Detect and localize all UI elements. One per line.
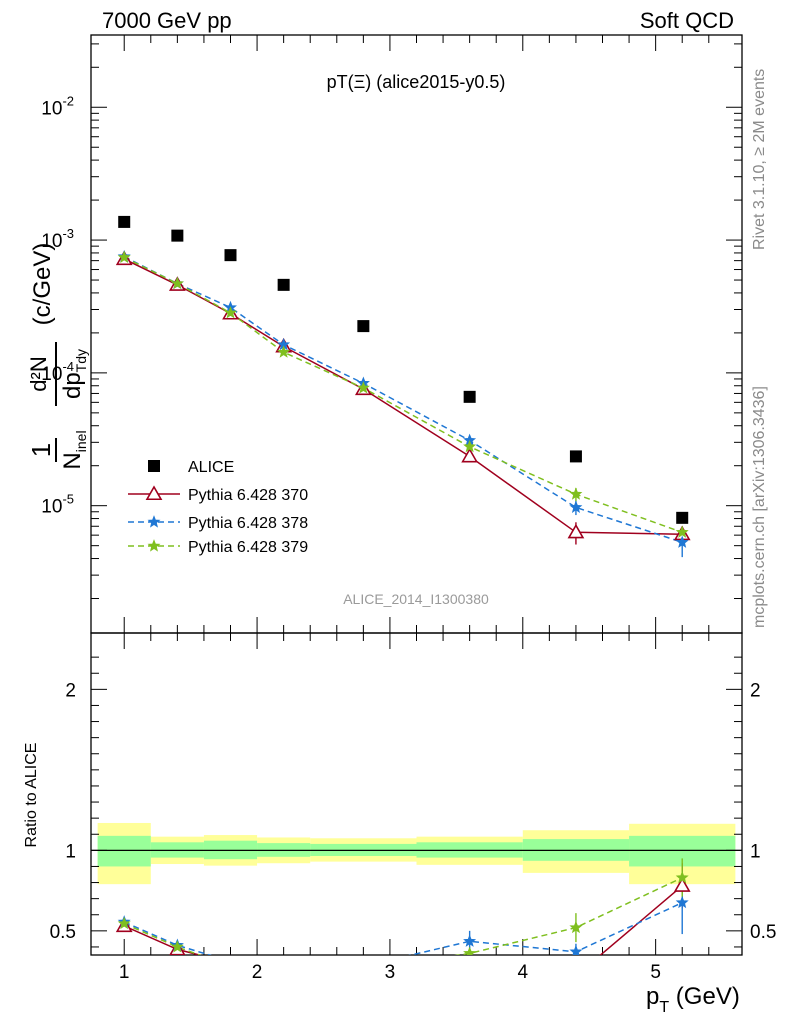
series-line — [123, 258, 683, 535]
svg-text:dpTdy: dpTdy — [59, 349, 89, 399]
svg-text:1: 1 — [26, 443, 56, 457]
data-point — [461, 447, 479, 463]
series-line — [123, 256, 683, 534]
uncertainty-band-inner — [97, 835, 151, 867]
rivet-version-label: Rivet 3.1.10, ≥ 2M events — [751, 69, 768, 250]
ratio-data-point — [673, 877, 691, 892]
ratio-data-point — [569, 944, 583, 955]
x-tick-label: 4 — [517, 962, 528, 983]
ratio-data-point — [569, 969, 583, 981]
data-point — [676, 511, 689, 524]
data-point — [117, 250, 131, 263]
ratio-data-point — [170, 940, 184, 953]
ratio-data-point — [278, 970, 289, 981]
ratio-data-point — [277, 966, 291, 978]
ratio-series-line — [123, 885, 683, 955]
x-axis-label: pT (GeV) — [646, 983, 740, 1016]
ratio-series-line — [123, 902, 683, 955]
data-point — [569, 500, 583, 513]
svg-text:pT (GeV): pT (GeV) — [646, 983, 740, 1016]
y-tick-label-right: 1 — [750, 841, 761, 862]
ratio-series-line — [123, 877, 683, 955]
mcplots-label: mcplots.cern.ch [arXiv:1306.3436] — [751, 386, 768, 628]
header-right-label: Soft QCD — [640, 8, 734, 33]
y-tick-label: 1 — [65, 841, 76, 862]
ratio-data-point — [463, 934, 477, 947]
legend-label: Pythia 6.428 378 — [188, 515, 308, 532]
data-point — [569, 487, 583, 500]
legend-label: Pythia 6.428 370 — [188, 487, 308, 504]
data-point — [170, 276, 184, 290]
x-tick-label: 3 — [385, 962, 396, 983]
data-point — [357, 320, 370, 333]
plot-title: pT(Ξ) (alice2015-y0.5) — [327, 72, 506, 92]
data-point — [118, 215, 131, 228]
ratio-data-point — [675, 870, 689, 884]
data-point — [463, 439, 477, 453]
legend: ALICE Pythia 6.428 370 Pythia 6.428 378 Pyt… — [128, 459, 308, 556]
ratio-data-point — [358, 964, 369, 975]
ratio-data-point — [225, 960, 236, 971]
main-plot-panel: 10-510-410-310-2 pT(Ξ) (alice2015-y0.5) … — [41, 34, 743, 634]
data-point — [356, 381, 370, 394]
x-tick-label: 2 — [252, 962, 263, 983]
legend-marker — [148, 460, 160, 472]
header-left-label: 7000 GeV pp — [102, 8, 232, 33]
data-point — [567, 523, 585, 539]
ratio-data-point — [569, 920, 583, 934]
ratio-data-point — [117, 916, 131, 930]
y-tick-label: 0.5 — [50, 922, 76, 943]
ratio-data-point — [675, 895, 689, 909]
legend-marker — [145, 485, 163, 501]
data-point — [675, 525, 689, 538]
data-point — [224, 306, 237, 319]
watermark-label: ALICE_2014_I1300380 — [343, 591, 489, 607]
y-tick-label: 10-5 — [41, 492, 74, 518]
x-tick-label: 5 — [650, 962, 661, 983]
data-point — [277, 345, 291, 358]
y-tick-label: 10-2 — [41, 93, 74, 119]
svg-text:d²N: d²N — [26, 356, 51, 391]
ratio-data-point — [358, 960, 369, 971]
data-point — [463, 390, 476, 403]
ratio-plot-panel: 0.5 0.5 1 1 2 2 1 2 3 4 5 — [50, 632, 776, 992]
data-point — [569, 450, 582, 463]
svg-text:Ninel: Ninel — [59, 430, 89, 469]
y-tick-label: 2 — [65, 680, 76, 701]
data-point — [171, 229, 184, 242]
legend-label: ALICE — [188, 459, 234, 476]
ratio-data-point — [463, 980, 477, 992]
ratio-data-point — [230, 954, 231, 955]
legend-marker — [147, 515, 161, 528]
y-axis-label: 1 Ninel d²N dpTdy (c/GeV) — [26, 243, 89, 470]
ratio-data-point — [463, 946, 477, 955]
ratio-data-point — [230, 954, 231, 955]
svg-text:(c/GeV): (c/GeV) — [29, 243, 56, 326]
legend-marker — [147, 539, 161, 552]
x-tick-label: 1 — [119, 962, 130, 983]
ratio-data-point — [356, 972, 370, 984]
ratio-plot-frame — [90, 632, 743, 956]
data-point — [224, 249, 237, 262]
data-point — [675, 535, 689, 548]
legend-label: Pythia 6.428 379 — [188, 539, 308, 556]
ratio-y-axis-label: Ratio to ALICE — [23, 743, 40, 848]
ratio-data-point — [278, 965, 289, 976]
y-tick-label-right: 0.5 — [750, 922, 776, 943]
y-tick-label-right: 2 — [750, 680, 761, 701]
data-point — [277, 278, 290, 291]
